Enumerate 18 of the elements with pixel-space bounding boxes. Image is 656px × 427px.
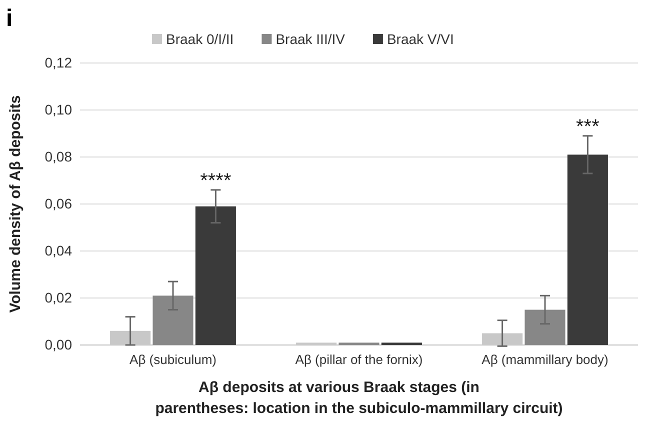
annotation: *** <box>576 116 600 138</box>
legend-label: Braak III/IV <box>276 31 346 47</box>
y-tick-label: 0,02 <box>44 289 72 306</box>
y-tick-label: 0,04 <box>44 242 72 258</box>
legend-label: Braak 0/I/II <box>166 31 234 47</box>
y-tick-label: 0,12 <box>44 54 72 70</box>
chart-title: i <box>6 5 13 32</box>
y-tick-label: 0,08 <box>44 148 72 164</box>
annotation: **** <box>200 170 232 192</box>
x-tick-label: Aβ (pillar of the fornix) <box>295 352 423 368</box>
legend-label: Braak V/VI <box>386 31 454 47</box>
y-tick-label: 0,06 <box>44 195 72 212</box>
x-tick-label: Aβ (subiculum) <box>130 352 216 368</box>
x-axis-title: Aβ deposits at various Braak stages (in parentheses: location in the subiculo-mammillary circuit) <box>155 379 563 417</box>
x-tick-label: Aβ (mammillary body) <box>482 352 608 368</box>
y-axis-title: Volume density of Aβ deposits <box>7 95 24 313</box>
y-tick-label: 0,00 <box>44 336 72 352</box>
y-tick-label: 0,10 <box>44 101 72 118</box>
